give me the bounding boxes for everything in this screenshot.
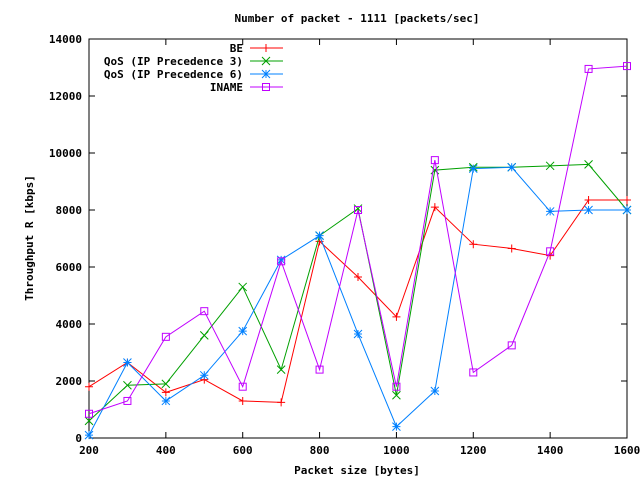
y-tick-label: 14000	[49, 33, 82, 46]
data-point-be	[469, 240, 478, 249]
y-tick-label: 6000	[56, 261, 83, 274]
data-point-iname	[123, 396, 132, 405]
data-point-iname	[200, 307, 209, 316]
y-tick-label: 4000	[56, 318, 83, 331]
data-point-be	[546, 251, 555, 260]
legend-label-qos-ip-precedence-3: QoS (IP Precedence 3)	[104, 55, 243, 68]
x-tick-label: 1200	[460, 444, 487, 457]
series-qos-ip-precedence-3	[84, 160, 632, 426]
x-axis-label: Packet size [bytes]	[294, 464, 420, 477]
data-point-qos-ip-precedence-6	[161, 396, 171, 406]
data-point-be	[430, 203, 439, 212]
data-point-iname	[584, 64, 593, 73]
chart-title: Number of packet - 1111 [packets/sec]	[234, 12, 479, 25]
data-point-iname	[315, 365, 324, 374]
x-tick-label: 1000	[383, 444, 410, 457]
data-point-iname	[161, 332, 170, 341]
series-line-qos-ip-precedence-3	[88, 163, 628, 422]
legend-label-be: BE	[230, 42, 243, 55]
data-point-iname	[277, 257, 286, 266]
data-point-iname	[546, 247, 555, 256]
y-tick-label: 10000	[49, 147, 82, 160]
x-tick-label: 600	[233, 444, 253, 457]
data-point-iname	[354, 206, 362, 214]
data-point-iname	[469, 368, 478, 377]
data-point-be	[584, 196, 593, 205]
data-point-qos-ip-precedence-3	[123, 380, 132, 390]
x-tick-label: 400	[156, 444, 176, 457]
data-point-qos-ip-precedence-6	[392, 422, 401, 431]
data-point-qos-ip-precedence-3	[545, 161, 555, 171]
data-point-qos-ip-precedence-3	[392, 390, 401, 400]
data-point-qos-ip-precedence-3	[238, 282, 248, 292]
data-point-iname	[430, 156, 439, 165]
y-tick-label: 8000	[56, 204, 83, 217]
legend-marker-be	[262, 44, 270, 52]
data-point-be	[238, 396, 247, 405]
data-point-qos-ip-precedence-3	[353, 204, 363, 213]
plot-frame	[88, 38, 628, 439]
data-point-qos-ip-precedence-6	[545, 207, 555, 216]
data-point-be	[161, 388, 170, 397]
data-point-be	[507, 244, 516, 253]
data-point-qos-ip-precedence-6	[507, 162, 517, 172]
data-point-qos-ip-precedence-6	[584, 205, 593, 215]
series-be	[85, 196, 631, 407]
data-point-iname	[238, 382, 247, 391]
data-point-qos-ip-precedence-6	[199, 370, 209, 380]
series-iname	[85, 62, 631, 418]
x-tick-label: 800	[310, 444, 330, 457]
data-point-qos-ip-precedence-3	[199, 331, 209, 340]
legend-marker-qos-ip-precedence-6	[261, 69, 271, 79]
x-tick-label: 1600	[614, 444, 640, 457]
data-point-qos-ip-precedence-3	[584, 160, 593, 169]
data-point-qos-ip-precedence-6	[238, 326, 248, 336]
series-line-be	[88, 199, 627, 403]
data-point-iname	[392, 382, 401, 391]
data-point-be	[85, 382, 93, 391]
data-point-qos-ip-precedence-6	[353, 329, 363, 339]
legend-label-qos-ip-precedence-6: QoS (IP Precedence 6)	[104, 68, 243, 81]
x-tick-label: 1400	[537, 444, 564, 457]
data-point-be	[354, 272, 362, 281]
legend-label-iname: INAME	[210, 81, 243, 94]
y-tick-label: 0	[75, 432, 82, 445]
y-tick-label: 12000	[49, 90, 82, 103]
data-point-qos-ip-precedence-6	[123, 358, 132, 367]
data-point-qos-ip-precedence-3	[276, 365, 286, 374]
data-point-qos-ip-precedence-6	[84, 430, 94, 440]
axis-ticks: 200 400 600 800 1000 1200 1400 1600 0 2000 4000 600…	[49, 33, 640, 457]
x-tick-label: 200	[79, 444, 99, 457]
data-point-be	[392, 312, 401, 321]
y-tick-label: 2000	[56, 375, 83, 388]
data-point-be	[623, 196, 631, 205]
y-axis-label: Throughput R [kbps]	[23, 175, 36, 301]
data-point-qos-ip-precedence-6	[315, 231, 324, 241]
series-qos-ip-precedence-6	[84, 162, 632, 440]
data-point-be	[277, 398, 286, 407]
data-point-qos-ip-precedence-6	[430, 386, 440, 396]
data-point-qos-ip-precedence-6	[622, 205, 632, 215]
data-point-iname	[85, 409, 93, 418]
data-point-qos-ip-precedence-3	[84, 416, 94, 426]
legend-marker-iname	[262, 83, 270, 91]
data-point-iname	[507, 341, 516, 350]
data-point-iname	[623, 62, 631, 71]
series-layer	[84, 62, 632, 440]
legend-marker-qos-ip-precedence-3	[261, 56, 271, 66]
data-point-qos-ip-precedence-3	[161, 379, 171, 389]
series-line-iname	[88, 65, 628, 415]
data-point-qos-ip-precedence-6	[468, 164, 478, 174]
